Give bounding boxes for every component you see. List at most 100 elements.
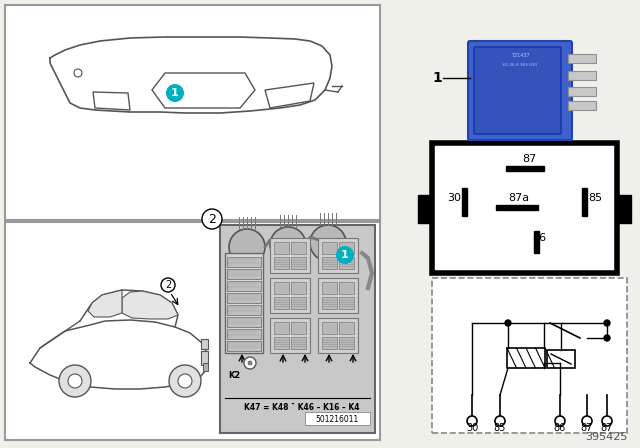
Circle shape — [178, 374, 192, 388]
Circle shape — [310, 225, 346, 261]
Bar — [225, 253, 263, 353]
Circle shape — [602, 416, 612, 426]
Bar — [496, 205, 538, 210]
Bar — [5, 5, 380, 220]
Bar — [305, 412, 370, 425]
Bar — [339, 257, 354, 269]
Bar — [274, 337, 289, 349]
Bar — [270, 238, 310, 273]
Bar — [322, 322, 337, 334]
Circle shape — [555, 416, 565, 426]
Bar — [227, 317, 261, 327]
Bar — [568, 87, 596, 96]
Bar — [227, 329, 261, 339]
Text: 87: 87 — [522, 154, 536, 164]
Bar — [291, 282, 306, 294]
Bar — [203, 363, 208, 371]
Text: T21437: T21437 — [511, 52, 529, 57]
Text: 30: 30 — [466, 423, 478, 433]
Circle shape — [68, 374, 82, 388]
Circle shape — [270, 227, 306, 263]
Text: 61.36-8 369 030: 61.36-8 369 030 — [503, 63, 537, 67]
Text: 395425: 395425 — [586, 432, 628, 442]
Bar — [227, 269, 261, 279]
Bar — [291, 257, 306, 269]
Text: 1: 1 — [432, 71, 442, 85]
Text: 87: 87 — [581, 423, 593, 433]
Bar — [568, 101, 596, 110]
Circle shape — [229, 229, 265, 265]
Circle shape — [495, 416, 505, 426]
Bar — [274, 282, 289, 294]
Circle shape — [244, 357, 256, 369]
Bar — [506, 166, 544, 171]
Bar — [291, 337, 306, 349]
Circle shape — [202, 209, 222, 229]
Text: 85: 85 — [494, 423, 506, 433]
Bar — [318, 278, 358, 313]
FancyBboxPatch shape — [468, 41, 572, 140]
Bar — [227, 305, 261, 315]
Text: 86: 86 — [532, 233, 546, 243]
Text: 30: 30 — [447, 193, 461, 203]
Bar — [318, 238, 358, 273]
Bar — [291, 242, 306, 254]
Bar — [432, 278, 627, 433]
Polygon shape — [122, 291, 178, 319]
Bar — [432, 143, 617, 273]
Bar — [507, 348, 545, 368]
Polygon shape — [152, 73, 255, 108]
Bar — [274, 297, 289, 309]
Circle shape — [166, 84, 184, 102]
Circle shape — [467, 416, 477, 426]
Bar — [534, 231, 539, 253]
Bar — [201, 339, 208, 349]
Bar — [201, 351, 208, 365]
Bar — [291, 322, 306, 334]
Text: 87: 87 — [601, 423, 613, 433]
Text: 2: 2 — [165, 280, 171, 290]
Circle shape — [582, 416, 592, 426]
Bar — [339, 322, 354, 334]
Bar — [318, 318, 358, 353]
Circle shape — [604, 320, 610, 326]
Bar — [322, 337, 337, 349]
Text: 87a: 87a — [508, 193, 529, 203]
Bar — [617, 195, 631, 223]
Text: K47 = K48 ¯ K46 – K16 – K4: K47 = K48 ¯ K46 – K16 – K4 — [244, 402, 360, 412]
Bar — [339, 297, 354, 309]
Polygon shape — [93, 92, 130, 110]
Circle shape — [74, 69, 82, 77]
Bar — [270, 278, 310, 313]
Bar — [339, 242, 354, 254]
Bar — [322, 242, 337, 254]
Bar — [547, 350, 575, 368]
Bar — [322, 257, 337, 269]
Circle shape — [336, 246, 354, 264]
Bar — [227, 281, 261, 291]
Circle shape — [161, 278, 175, 292]
Bar — [274, 257, 289, 269]
Polygon shape — [88, 290, 122, 317]
Text: 501216011: 501216011 — [316, 414, 358, 423]
Bar — [339, 282, 354, 294]
Bar — [291, 297, 306, 309]
Text: K2: K2 — [228, 370, 240, 379]
Bar — [568, 54, 596, 63]
Bar — [274, 322, 289, 334]
Text: 1: 1 — [341, 250, 349, 260]
Circle shape — [169, 365, 201, 397]
Circle shape — [59, 365, 91, 397]
Text: 1: 1 — [171, 88, 179, 98]
Bar — [220, 225, 375, 433]
Bar — [227, 293, 261, 303]
Bar — [5, 222, 380, 440]
FancyBboxPatch shape — [474, 47, 561, 134]
Circle shape — [505, 320, 511, 326]
Polygon shape — [265, 83, 314, 108]
Bar — [462, 188, 467, 216]
Bar — [568, 71, 596, 80]
Bar — [418, 195, 432, 223]
Bar — [339, 337, 354, 349]
Circle shape — [604, 335, 610, 341]
